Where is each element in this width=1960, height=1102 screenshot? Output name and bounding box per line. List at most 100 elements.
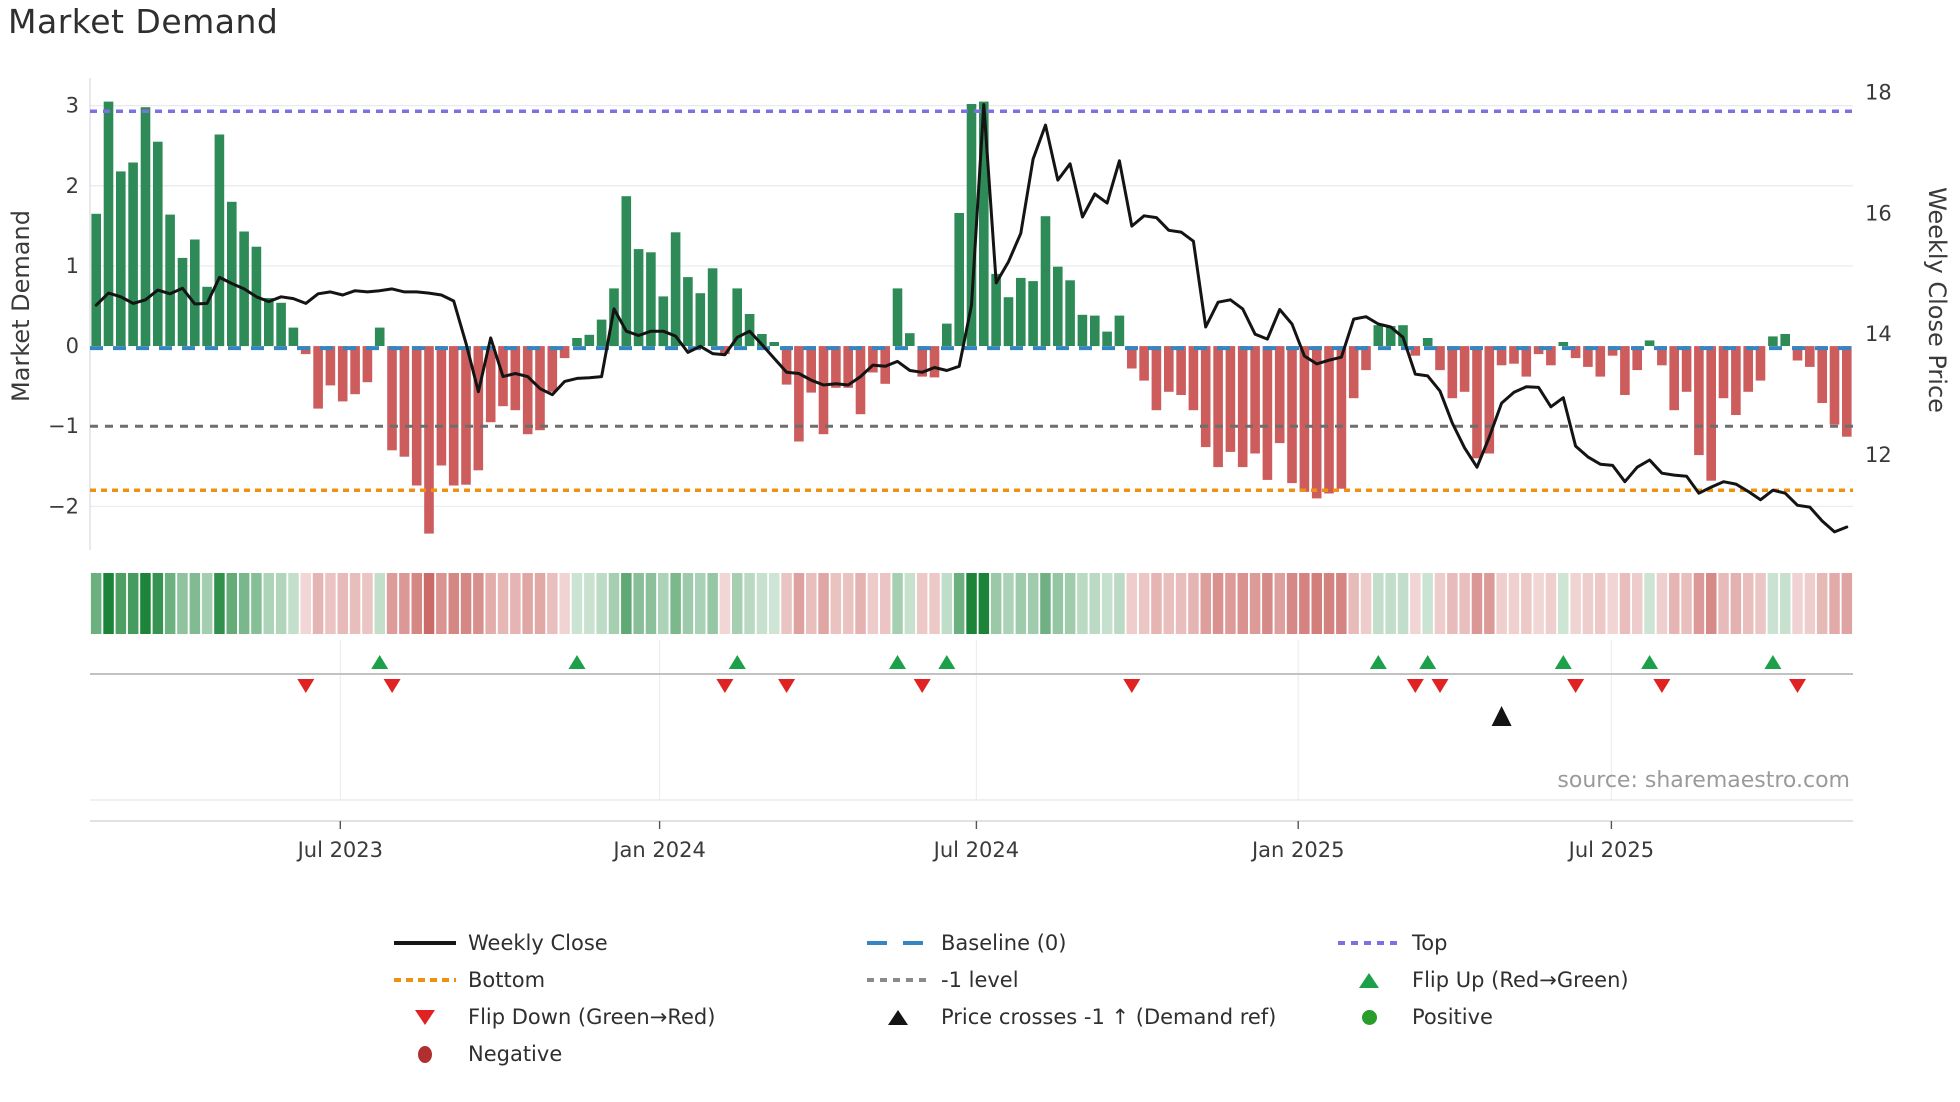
demand-bar	[325, 346, 336, 386]
heatmap-cell	[1595, 573, 1606, 634]
heatmap-cell	[1114, 573, 1125, 634]
flip-up-marker	[1419, 655, 1437, 669]
demand-bar	[1053, 266, 1063, 346]
heatmap-cell	[1126, 573, 1137, 634]
heatmap-cell	[1607, 573, 1618, 634]
flip-down-marker	[1789, 679, 1806, 693]
demand-bar	[1077, 314, 1088, 347]
demand-bar	[1213, 346, 1223, 468]
demand-bar	[1681, 346, 1692, 392]
heatmap-cell	[1237, 573, 1248, 634]
demand-bar	[1299, 346, 1310, 492]
demand-bar	[165, 214, 175, 346]
heatmap-cell	[1841, 573, 1853, 634]
heatmap-cell	[1015, 573, 1027, 634]
demand-bar	[1657, 346, 1667, 366]
flip-up-marker	[1369, 655, 1387, 669]
heatmap-cell	[756, 573, 768, 634]
heatmap-cell	[386, 573, 398, 634]
heatmap-cell	[1360, 573, 1372, 634]
heatmap-cell	[658, 573, 669, 634]
y-axis-label-left: Market Demand	[7, 210, 35, 402]
demand-bar	[1422, 338, 1433, 346]
demand-bar	[190, 239, 200, 347]
heatmap-cell	[1410, 573, 1421, 634]
demand-bar	[1583, 346, 1593, 367]
left-tick-label: 0	[66, 334, 79, 358]
demand-bar	[1459, 346, 1470, 392]
demand-bar	[1274, 346, 1285, 444]
right-tick-label: 14	[1865, 322, 1892, 346]
heatmap-cell	[793, 573, 805, 634]
demand-bar	[1065, 280, 1075, 346]
heatmap-cell	[214, 573, 225, 634]
heatmap-cell	[966, 573, 977, 634]
heatmap-cell	[1336, 573, 1347, 634]
heatmap-cell	[990, 573, 1002, 634]
demand-bar	[91, 213, 101, 346]
heatmap-cell	[115, 573, 127, 634]
demand-bar	[584, 334, 595, 346]
heatmap-cell	[1052, 573, 1064, 634]
flip-down-marker	[1431, 679, 1449, 693]
heatmap-cell	[1373, 573, 1384, 634]
demand-bar	[1348, 346, 1359, 399]
heatmap-cell	[1558, 573, 1569, 634]
heatmap-cell	[448, 573, 459, 634]
flip-up-marker	[938, 655, 956, 669]
heatmap-cell	[226, 573, 237, 634]
demand-bar	[1373, 325, 1384, 346]
heatmap-cell	[904, 573, 916, 634]
heatmap-cell	[374, 573, 385, 634]
heatmap-cell	[1582, 573, 1594, 634]
demand-bar	[1114, 315, 1125, 347]
heatmap-cell	[411, 573, 422, 634]
demand-bar	[1644, 340, 1655, 346]
heatmap-cell	[1188, 573, 1199, 634]
heatmap-cell	[1163, 573, 1174, 634]
demand-bar	[227, 201, 237, 346]
flip-down-marker	[1567, 679, 1585, 693]
demand-bar	[1028, 281, 1038, 346]
heatmap-cell	[1101, 573, 1113, 634]
demand-bar	[485, 346, 496, 423]
demand-bar	[991, 273, 1001, 346]
heatmap-cell	[1138, 573, 1150, 634]
demand-bar	[1509, 346, 1519, 364]
demand-bar	[103, 101, 114, 346]
heatmap-cell	[497, 573, 509, 634]
heatmap-cell	[571, 573, 583, 634]
heatmap-cell	[744, 573, 755, 634]
heatmap-cell	[1706, 573, 1717, 634]
demand-bar	[510, 346, 521, 411]
demand-bar	[1805, 346, 1815, 367]
heatmap-cell	[127, 573, 139, 634]
demand-bar	[609, 288, 619, 347]
heatmap-cell	[892, 573, 903, 634]
heatmap-cell	[1077, 573, 1088, 634]
heatmap-cell	[263, 573, 274, 634]
heatmap-cell	[1299, 573, 1310, 634]
demand-bar	[1164, 346, 1174, 392]
demand-bar	[1237, 346, 1248, 468]
heatmap-cell	[1064, 573, 1076, 634]
heatmap-cell	[1681, 573, 1692, 634]
heatmap-cell	[1780, 573, 1791, 634]
left-tick-label: −2	[48, 494, 79, 518]
demand-bar	[1607, 346, 1618, 356]
demand-bar	[1262, 346, 1273, 480]
demand-bar	[436, 346, 447, 466]
demand-bar	[843, 346, 853, 388]
heatmap-cell	[719, 573, 731, 634]
demand-bar	[794, 346, 804, 442]
demand-bar	[1040, 216, 1051, 346]
demand-bar	[818, 346, 829, 435]
demand-bar	[288, 327, 299, 346]
demand-bar	[1324, 346, 1334, 494]
heatmap-cell	[1397, 573, 1409, 634]
heatmap-cell	[1755, 573, 1766, 634]
heatmap-cell	[1521, 573, 1532, 634]
heatmap-cell	[1767, 573, 1779, 634]
heatmap-cell	[1003, 573, 1014, 634]
left-tick-label: 3	[66, 94, 79, 118]
